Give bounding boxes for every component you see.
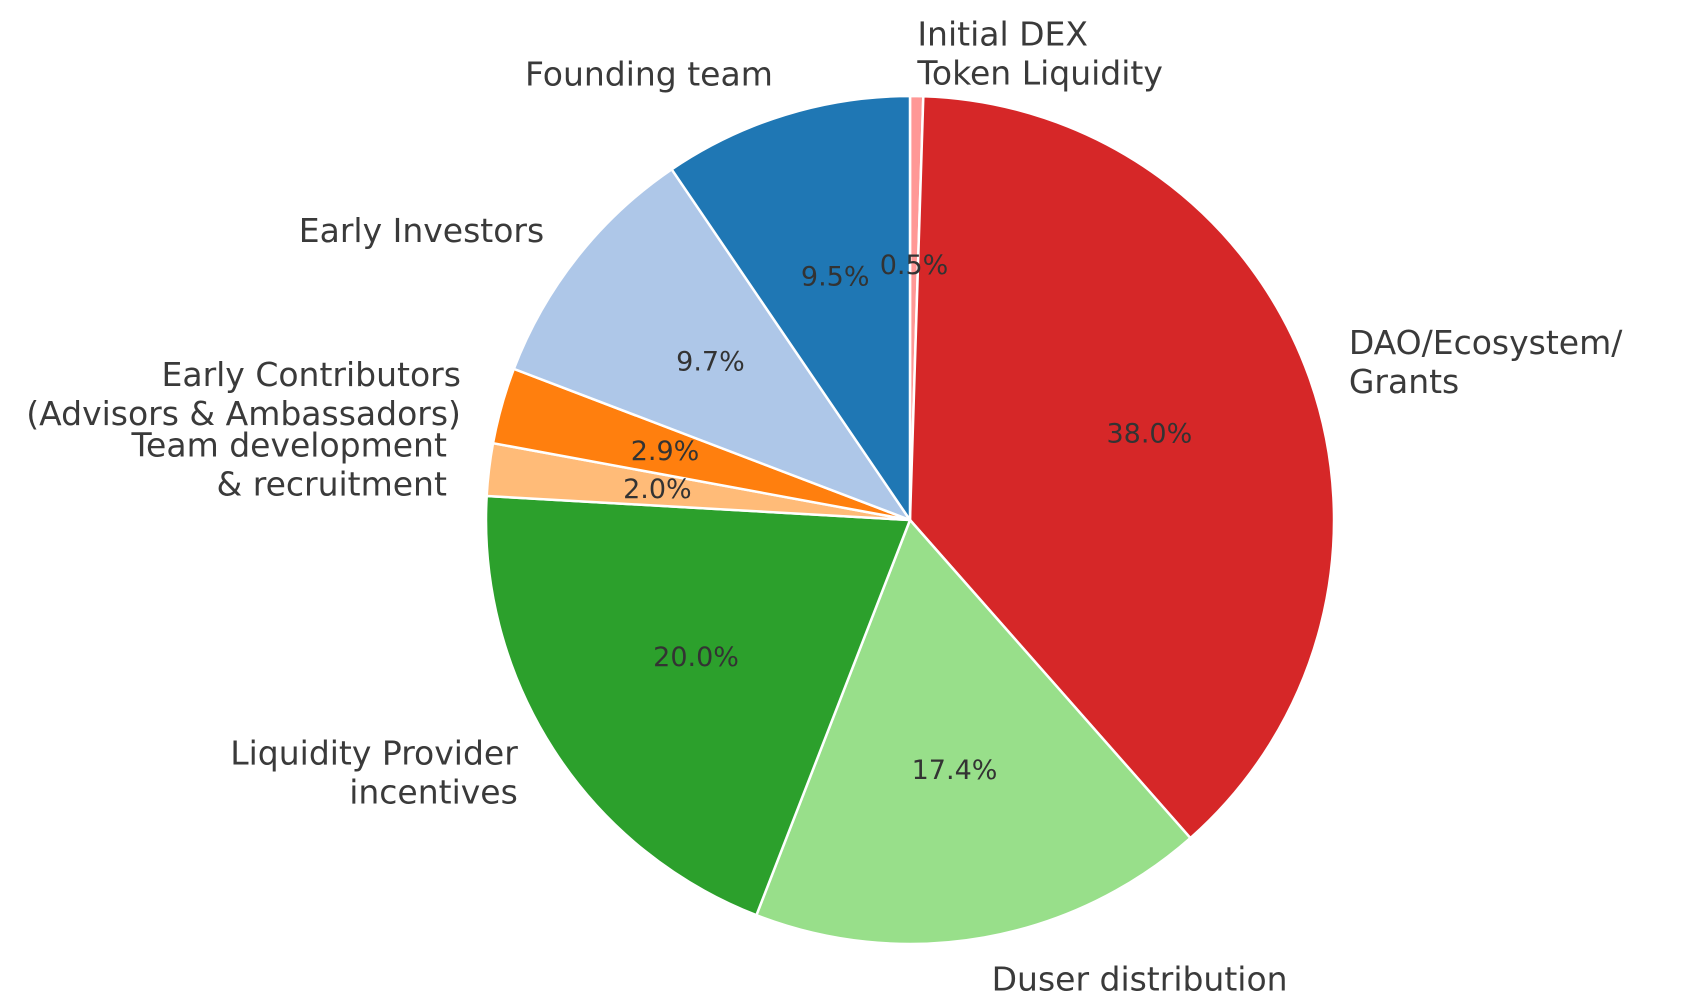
category-label-founding-team: Founding team — [525, 55, 773, 94]
percent-label-team-development-recruitment: 2.0% — [623, 474, 692, 505]
percent-label-duser-distribution: 17.4% — [912, 755, 998, 786]
pie-slice-dao-ecosystem-grants — [908, 94, 1336, 840]
category-label-dao-ecosystem-grants: DAO/Ecosystem/Grants — [1349, 323, 1623, 401]
labels-layer: 0.5% Initial DEX Token Liquidity 38.0% DAO/E… — [26, 15, 1623, 999]
category-label-early-investors: Early Investors — [299, 211, 544, 250]
percent-label-early-investors: 9.7% — [676, 347, 745, 378]
category-label-initial-dex-token-liquidity: Initial DEX Token Liquidity — [916, 15, 1163, 93]
pie-slice-liquidity-provider-incentives — [484, 494, 912, 917]
pie-slice-duser-distribution — [755, 518, 1192, 946]
category-label-team-development-recruitment: Team development & recruitment — [131, 425, 447, 503]
percent-label-early-contributors-advisors-ambassadors: 2.9% — [631, 436, 700, 467]
percent-label-founding-team: 9.5% — [801, 261, 870, 292]
slices-layer — [484, 94, 1336, 946]
pie-slice-early-investors — [512, 168, 912, 522]
percent-label-liquidity-provider-incentives: 20.0% — [653, 642, 739, 673]
category-label-liquidity-provider-incentives: Liquidity Provider incentives — [230, 733, 518, 811]
pie-slice-founding-team — [670, 94, 912, 522]
category-label-duser-distribution: Duser distribution — [992, 960, 1288, 999]
category-label-early-contributors-advisors-ambassadors: Early Contributors (Advisors & Ambassador… — [26, 355, 461, 433]
percent-label-initial-dex-token-liquidity: 0.5% — [880, 250, 949, 281]
percent-label-dao-ecosystem-grants: 38.0% — [1106, 418, 1192, 449]
